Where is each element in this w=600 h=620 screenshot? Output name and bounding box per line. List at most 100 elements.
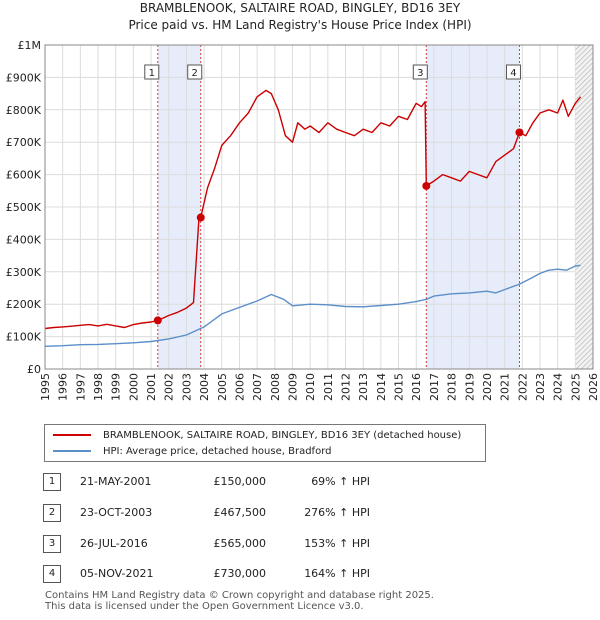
forecast-hatch	[575, 92, 593, 111]
sale-date: 05-NOV-2021	[80, 567, 154, 580]
forecast-hatch	[575, 307, 593, 326]
forecast-hatch	[575, 132, 593, 151]
forecast-hatch	[575, 332, 593, 351]
forecast-hatch	[575, 257, 593, 276]
forecast-hatch	[575, 12, 593, 30]
forecast-hatch	[575, 142, 593, 161]
legend-label-property: BRAMBLENOOK, SALTAIRE ROAD, BINGLEY, BD1…	[103, 430, 462, 441]
forecast-hatch	[575, 337, 593, 356]
y-tick-label: £0	[27, 363, 41, 376]
sale-number-box	[187, 64, 203, 80]
x-tick-label: 2025	[569, 373, 582, 401]
x-tick-label: 2000	[127, 373, 140, 401]
forecast-hatch	[575, 177, 593, 196]
forecast-hatch	[575, 82, 593, 101]
sale-point-marker	[515, 128, 524, 137]
forecast-hatch	[575, 237, 593, 256]
x-tick-label: 1999	[110, 373, 123, 401]
sale-number-label: 4	[510, 68, 516, 79]
x-tick-label: 2019	[463, 373, 476, 401]
sale-number-label: 2	[192, 68, 198, 79]
forecast-hatch	[575, 322, 593, 341]
sale-price: £730,000	[213, 567, 267, 580]
x-tick-label: 2007	[251, 373, 264, 401]
forecast-hatch	[575, 52, 593, 71]
sale-point-marker	[153, 316, 162, 325]
sale-number-label: 1	[149, 68, 155, 79]
forecast-hatch	[575, 112, 593, 131]
legend-label-hpi: HPI: Average price, detached house, Brad…	[103, 446, 332, 457]
sale-number-box	[505, 64, 521, 80]
sale-hpi-change: 276% ↑ HPI	[304, 506, 370, 519]
forecast-hatch	[575, 45, 576, 46]
x-tick-label: 2013	[357, 373, 370, 401]
forecast-hatch	[585, 362, 593, 369]
forecast-hatch	[575, 152, 593, 171]
forecast-hatch	[575, 232, 593, 251]
forecast-hatch	[575, 267, 593, 286]
forecast-hatch	[575, 102, 593, 121]
sale-hpi-change: 69% ↑ HPI	[311, 475, 370, 488]
x-tick-label: 2023	[534, 373, 547, 401]
forecast-hatch	[575, 47, 593, 66]
forecast-hatch	[575, 157, 593, 176]
x-tick-label: 2011	[322, 373, 335, 401]
sale-number-badge: 2	[43, 504, 61, 522]
y-tick-label: £400K	[6, 233, 42, 246]
forecast-hatch	[575, 227, 593, 246]
x-tick-label: 2021	[499, 373, 512, 401]
hpi-line	[44, 264, 581, 347]
sale-row: 1 21-MAY-2001 £150,000 69% ↑ HPI	[0, 472, 600, 494]
x-tick-label: 2003	[180, 373, 193, 401]
forecast-hatch	[575, 137, 593, 156]
forecast-hatch	[575, 312, 593, 331]
y-tick-label: £100K	[6, 331, 42, 344]
forecast-hatch	[575, 182, 593, 201]
sale-hpi-change: 153% ↑ HPI	[304, 537, 370, 550]
x-tick-label: 2016	[410, 373, 423, 401]
forecast-hatch	[575, 192, 593, 211]
forecast-hatch	[575, 45, 586, 56]
legend-swatch-property	[53, 434, 91, 436]
footer-attribution: Contains HM Land Registry data © Crown c…	[45, 590, 434, 612]
forecast-hatch	[575, 247, 593, 266]
forecast-hatch	[575, 347, 593, 366]
forecast-hatch	[575, 297, 593, 316]
sale-number-label: 3	[417, 68, 423, 79]
y-tick-label: £700K	[6, 136, 42, 149]
sale-number-box	[412, 64, 428, 80]
forecast-hatch	[575, 327, 593, 346]
y-tick-label: £500K	[6, 201, 42, 214]
forecast-hatch	[575, 302, 593, 321]
sale-price: £467,500	[213, 506, 267, 519]
forecast-hatch	[575, 97, 593, 116]
x-tick-label: 2009	[286, 373, 299, 401]
sale-row: 4 05-NOV-2021 £730,000 164% ↑ HPI	[0, 564, 600, 586]
forecast-hatch	[575, 0, 593, 10]
forecast-hatch	[575, 242, 593, 261]
forecast-hatch	[575, 222, 593, 241]
sale-number-badge: 3	[43, 535, 61, 553]
sale-point-marker	[422, 181, 431, 190]
y-tick-label: £200K	[6, 298, 42, 311]
forecast-hatch	[575, 167, 593, 186]
sale-number-badge: 1	[43, 473, 61, 491]
forecast-hatch	[575, 252, 593, 271]
x-tick-label: 2005	[216, 373, 229, 401]
sale-row: 2 23-OCT-2003 £467,500 276% ↑ HPI	[0, 503, 600, 525]
y-tick-label: £900K	[6, 71, 42, 84]
legend: BRAMBLENOOK, SALTAIRE ROAD, BINGLEY, BD1…	[44, 424, 486, 462]
forecast-hatch	[575, 17, 593, 35]
property-price-line	[44, 89, 582, 330]
forecast-hatch	[575, 0, 593, 5]
forecast-hatch	[575, 127, 593, 146]
x-tick-label: 2018	[446, 373, 459, 401]
x-tick-label: 1996	[57, 373, 70, 401]
sale-date: 23-OCT-2003	[80, 506, 153, 519]
forecast-hatch	[575, 212, 593, 231]
sale-date: 26-JUL-2016	[80, 537, 148, 550]
forecast-hatch	[575, 352, 593, 369]
forecast-hatch	[575, 217, 593, 236]
x-tick-label: 2001	[145, 373, 158, 401]
forecast-hatch	[575, 197, 593, 216]
